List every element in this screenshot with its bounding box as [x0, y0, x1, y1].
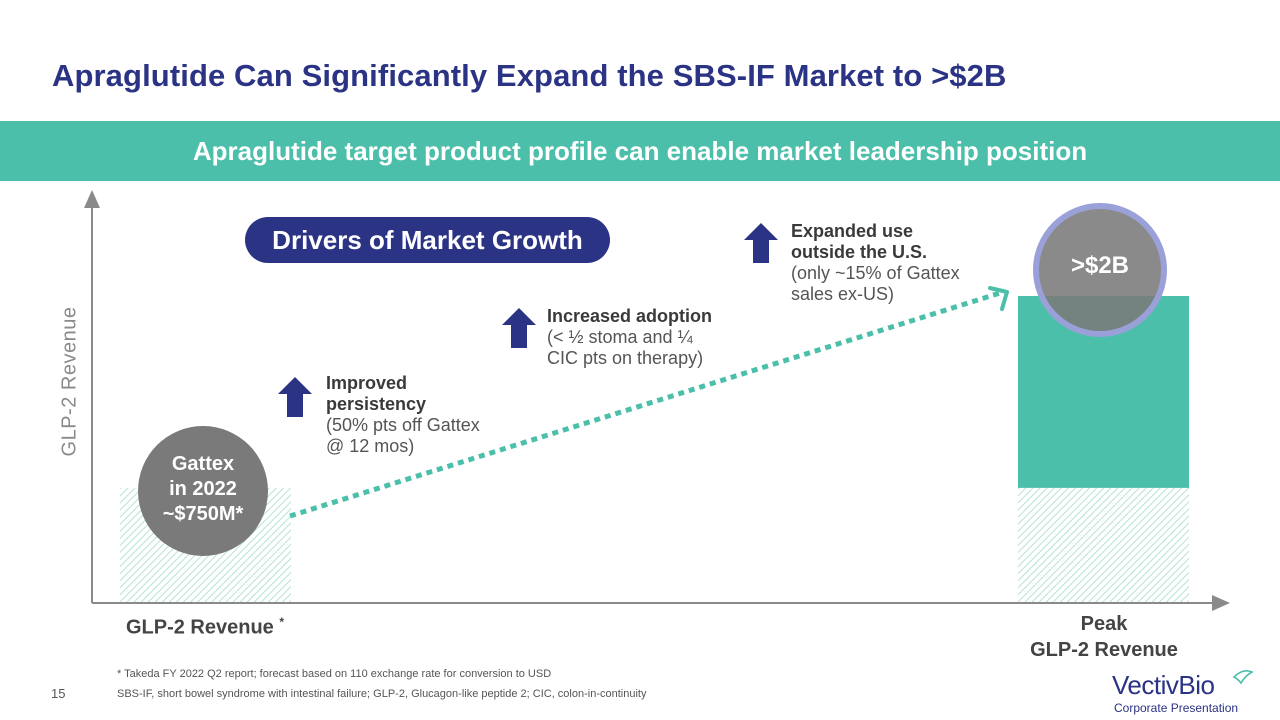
- driver-expanded-use: Expanded use outside the U.S. (only ~15% …: [791, 221, 960, 304]
- footnote-source: * Takeda FY 2022 Q2 report; forecast bas…: [117, 668, 552, 680]
- banner: Apraglutide target product profile can e…: [0, 121, 1280, 181]
- gattex-circle: [138, 426, 268, 556]
- x-label-peak: Peak GLP-2 Revenue: [1030, 613, 1178, 661]
- footnote-abbreviations: SBS-IF, short bowel syndrome with intest…: [117, 688, 647, 700]
- peak-value-label: >$2B: [1070, 252, 1130, 279]
- growth-trend-line: [289, 290, 1001, 519]
- up-arrow-icon: [502, 308, 536, 348]
- bar-peak-base: [1018, 487, 1189, 603]
- driver-improved-persistency: Improved persistency (50% pts off Gattex …: [326, 373, 480, 456]
- x-label-current: GLP-2 Revenue *: [125, 615, 285, 639]
- banner-text: Apraglutide target product profile can e…: [192, 136, 1088, 166]
- gattex-label: Gattex in 2022 ~$750M*: [162, 453, 244, 525]
- logo-subtitle: Corporate Presentation: [1114, 701, 1239, 715]
- up-arrow-icon: [278, 377, 312, 417]
- logo-text: VectivBio: [1112, 670, 1215, 700]
- logo-mark-icon: [1232, 670, 1254, 685]
- y-axis-label: GLP-2 Revenue: [58, 306, 81, 457]
- up-arrow-icon: [744, 223, 778, 263]
- page-number: 15: [51, 686, 66, 701]
- page-title: Apraglutide Can Significantly Expand the…: [52, 58, 1007, 93]
- peak-circle: [1033, 203, 1167, 337]
- growth-trend-arrowhead: [988, 286, 1009, 311]
- driver-increased-adoption: Increased adoption (< ½ stoma and ¼ CIC p…: [547, 306, 713, 368]
- drivers-title: Drivers of Market Growth: [245, 217, 610, 263]
